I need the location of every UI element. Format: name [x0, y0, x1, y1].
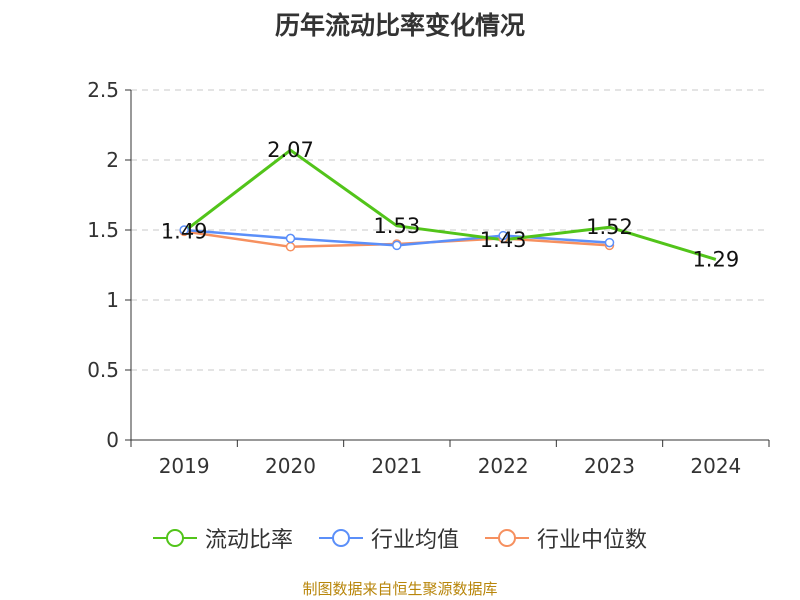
series-point-2[interactable] — [285, 242, 296, 252]
legend-label-current-ratio: 流动比率 — [204, 528, 293, 553]
data-label: 1.53 — [373, 214, 420, 238]
legend: 流动比率 行业均值 行业中位数 — [0, 522, 800, 554]
legend-marker-industry-mean — [318, 529, 363, 547]
series-point-1[interactable] — [392, 240, 402, 251]
y-tick-label: 2.5 — [87, 78, 119, 102]
legend-marker-industry-median — [485, 529, 529, 547]
data-label: 1.29 — [692, 247, 739, 271]
data-labels: 1.49 2.07 1.53 1.43 1.52 1.29 — [161, 138, 739, 271]
data-label: 1.49 — [161, 219, 208, 243]
legend-item-industry-mean[interactable]: 行业均值 — [318, 522, 459, 554]
series-line-0 — [183, 148, 717, 261]
legend-label-industry-mean: 行业均值 — [370, 528, 459, 553]
data-label: 1.43 — [480, 228, 527, 252]
y-tick-label: 1 — [106, 288, 119, 312]
x-tick-label: 2022 — [478, 454, 529, 478]
x-tick-label: 2020 — [265, 454, 316, 478]
data-label: 1.52 — [586, 215, 633, 239]
x-tick-label: 2021 — [371, 454, 422, 478]
x-tick-label: 2019 — [159, 454, 210, 478]
grid-lines — [131, 89, 769, 371]
chart-title: 历年流动比率变化情况 — [274, 11, 525, 40]
legend-marker-current-ratio — [152, 529, 197, 547]
series-point-1[interactable] — [498, 230, 508, 241]
y-tick-label: 1.5 — [87, 218, 119, 242]
legend-item-industry-median[interactable]: 行业中位数 — [485, 522, 647, 554]
x-tick-label: 2023 — [584, 454, 635, 478]
y-tick-label: 0 — [106, 428, 119, 452]
series-point-1[interactable] — [285, 233, 296, 244]
x-tick-label: 2024 — [690, 454, 741, 478]
series-point-1[interactable] — [604, 237, 615, 248]
y-tick-label: 0.5 — [87, 358, 119, 382]
series-points — [179, 225, 615, 252]
source-note: 制图数据来自恒生聚源数据库 — [302, 580, 498, 598]
data-label: 2.07 — [267, 138, 314, 162]
y-tick-label: 2 — [106, 148, 119, 172]
legend-item-current-ratio[interactable]: 流动比率 — [152, 522, 293, 554]
series-lines — [183, 148, 717, 261]
series-point-1[interactable] — [179, 225, 189, 235]
legend-label-industry-median: 行业中位数 — [537, 528, 648, 553]
